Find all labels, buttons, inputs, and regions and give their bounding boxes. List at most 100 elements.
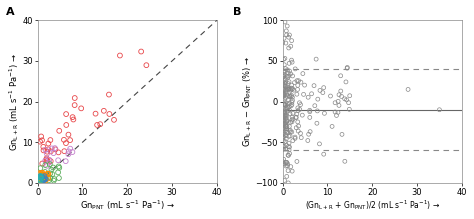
Point: [283, 119, 291, 123]
Point: [283, 87, 291, 90]
Point: [288, 100, 296, 104]
Point: [43, 157, 50, 160]
Point: [281, 103, 288, 106]
Point: [45, 178, 53, 182]
Point: [294, 109, 301, 113]
Point: [319, 91, 327, 94]
Point: [291, 81, 298, 84]
Point: [286, 33, 293, 37]
Point: [282, 81, 290, 85]
Point: [282, 147, 290, 151]
Point: [280, 93, 287, 96]
Point: [280, 119, 288, 122]
Point: [37, 176, 45, 180]
Point: [55, 151, 62, 154]
Point: [288, 83, 295, 87]
Point: [280, 147, 288, 151]
Point: [285, 148, 293, 152]
Point: [281, 113, 288, 117]
Point: [137, 50, 145, 53]
Point: [39, 178, 47, 181]
Point: [328, 125, 336, 128]
Point: [294, 88, 301, 91]
Point: [313, 109, 321, 113]
Point: [282, 108, 290, 111]
Point: [280, 122, 288, 125]
Point: [62, 141, 70, 145]
Point: [282, 117, 290, 120]
Point: [297, 80, 305, 84]
Point: [346, 94, 354, 97]
Point: [284, 162, 292, 166]
Point: [286, 152, 293, 155]
Point: [281, 179, 288, 182]
Point: [286, 95, 293, 99]
Point: [38, 162, 46, 165]
Point: [342, 80, 350, 84]
Point: [279, 122, 287, 125]
Point: [62, 159, 70, 163]
Point: [292, 67, 299, 71]
Point: [106, 112, 113, 116]
Point: [279, 127, 287, 130]
Point: [47, 150, 55, 153]
Point: [282, 113, 290, 117]
Point: [280, 115, 287, 119]
Point: [280, 118, 287, 122]
Point: [287, 121, 294, 124]
Point: [296, 101, 303, 104]
Point: [288, 86, 295, 90]
Point: [300, 93, 307, 96]
Point: [306, 116, 314, 119]
Point: [39, 173, 47, 176]
Point: [337, 89, 345, 93]
Point: [285, 87, 292, 91]
Point: [294, 120, 301, 124]
Point: [282, 96, 289, 100]
Point: [320, 152, 328, 156]
Point: [280, 36, 288, 40]
Point: [64, 152, 72, 156]
Point: [297, 103, 304, 106]
Point: [279, 147, 287, 151]
Point: [281, 84, 289, 88]
Point: [36, 176, 44, 179]
Point: [287, 44, 294, 48]
Point: [43, 152, 51, 156]
Point: [48, 147, 55, 150]
Text: A: A: [6, 7, 14, 17]
Point: [320, 86, 328, 89]
Point: [283, 118, 291, 122]
Point: [280, 144, 288, 148]
Point: [289, 139, 297, 142]
Point: [294, 129, 302, 133]
Point: [281, 77, 289, 81]
Point: [105, 93, 113, 96]
Point: [289, 111, 297, 115]
Point: [288, 169, 296, 173]
Point: [281, 127, 289, 131]
Point: [47, 159, 55, 163]
Point: [280, 88, 287, 91]
Point: [299, 72, 307, 75]
Point: [38, 171, 46, 175]
Point: [304, 95, 312, 99]
Point: [337, 74, 345, 78]
Point: [285, 141, 293, 145]
Point: [55, 165, 63, 168]
Point: [280, 80, 287, 83]
Point: [46, 138, 54, 142]
Point: [285, 87, 292, 90]
Point: [286, 129, 294, 132]
Point: [45, 142, 52, 145]
Point: [284, 169, 292, 173]
Point: [39, 176, 47, 179]
Point: [39, 171, 46, 175]
Point: [293, 79, 301, 82]
Point: [284, 98, 292, 101]
Point: [293, 112, 301, 116]
Point: [279, 123, 287, 127]
Point: [279, 117, 287, 120]
Point: [281, 103, 288, 106]
Point: [110, 118, 118, 122]
